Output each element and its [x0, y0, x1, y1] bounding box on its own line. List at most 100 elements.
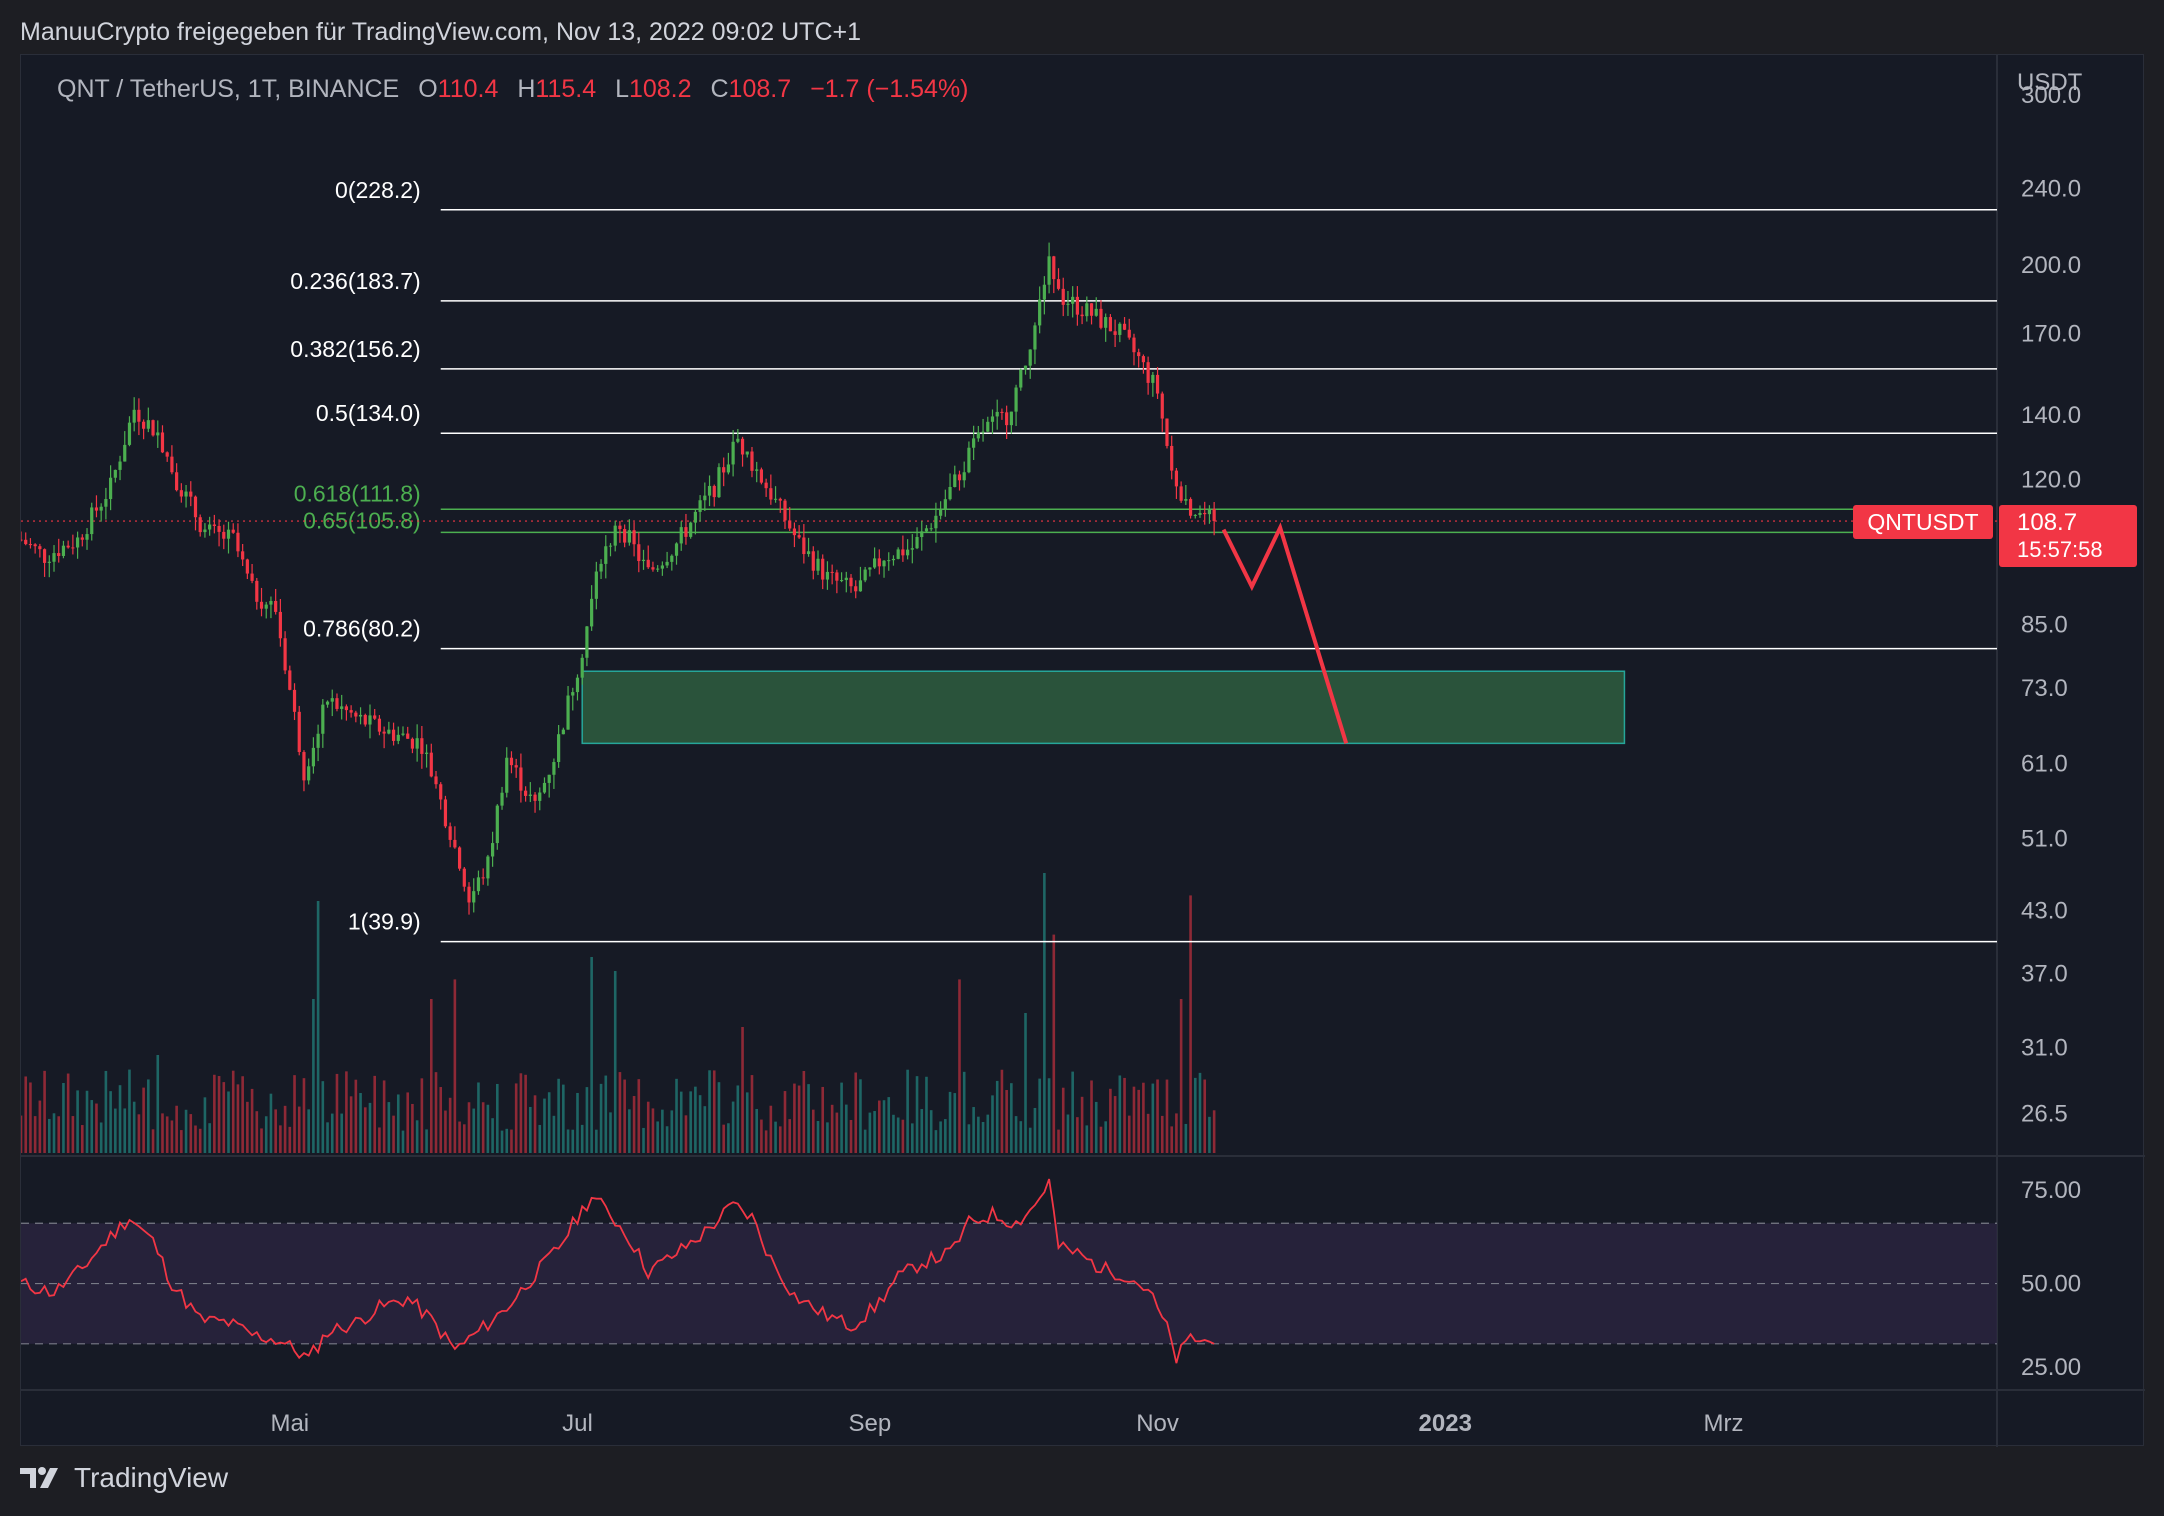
candle-body[interactable]	[1104, 317, 1108, 328]
candle-body[interactable]	[547, 774, 551, 783]
candle-body[interactable]	[1023, 365, 1028, 370]
candle-body[interactable]	[373, 715, 377, 719]
candle-body[interactable]	[519, 767, 523, 791]
candle-body[interactable]	[557, 734, 561, 763]
candle-body[interactable]	[146, 420, 150, 429]
candle-body[interactable]	[674, 543, 679, 556]
candle-body[interactable]	[524, 790, 528, 796]
candle-body[interactable]	[472, 891, 476, 903]
candle-body[interactable]	[57, 553, 61, 556]
candle-body[interactable]	[849, 577, 853, 587]
candle-body[interactable]	[943, 499, 947, 510]
candle-body[interactable]	[689, 522, 693, 537]
candle-body[interactable]	[212, 524, 216, 526]
candle-body[interactable]	[877, 558, 881, 567]
candle-body[interactable]	[448, 826, 452, 840]
candle-body[interactable]	[561, 729, 565, 735]
candle-body[interactable]	[778, 498, 782, 501]
candle-body[interactable]	[363, 714, 367, 725]
candle-body[interactable]	[759, 469, 764, 483]
candle-body[interactable]	[646, 559, 650, 568]
candle-body[interactable]	[1000, 411, 1004, 413]
candle-body[interactable]	[693, 511, 697, 523]
candle-body[interactable]	[198, 517, 202, 533]
candle-body[interactable]	[981, 431, 985, 433]
candle-body[interactable]	[1193, 514, 1197, 516]
candle-body[interactable]	[377, 718, 382, 732]
candle-body[interactable]	[679, 527, 683, 544]
candle-body[interactable]	[1014, 387, 1018, 412]
candle-body[interactable]	[236, 532, 240, 552]
candle-body[interactable]	[571, 692, 575, 696]
candle-body[interactable]	[1033, 325, 1037, 350]
candle-body[interactable]	[99, 506, 103, 511]
candle-body[interactable]	[1085, 303, 1089, 317]
projection-path[interactable]	[1221, 522, 1349, 744]
candle-body[interactable]	[1132, 337, 1136, 353]
candle-body[interactable]	[462, 868, 466, 887]
candle-body[interactable]	[193, 496, 198, 518]
candle-body[interactable]	[160, 432, 165, 453]
candle-body[interactable]	[797, 535, 801, 538]
candle-body[interactable]	[953, 474, 957, 487]
candle-body[interactable]	[1099, 308, 1103, 328]
candle-body[interactable]	[858, 580, 863, 592]
candle-body[interactable]	[773, 498, 778, 500]
candle-body[interactable]	[585, 626, 589, 658]
candle-body[interactable]	[175, 472, 179, 491]
candle-body[interactable]	[731, 441, 735, 465]
candle-body[interactable]	[1207, 508, 1212, 515]
candle-body[interactable]	[703, 495, 707, 501]
candle-body[interactable]	[891, 558, 896, 561]
candle-body[interactable]	[1080, 314, 1084, 317]
candle-body[interactable]	[665, 561, 669, 566]
candle-body[interactable]	[453, 839, 457, 848]
candle-body[interactable]	[939, 509, 943, 516]
candle-body[interactable]	[1184, 499, 1188, 501]
candle-body[interactable]	[599, 563, 603, 572]
candle-body[interactable]	[750, 451, 754, 471]
candle-body[interactable]	[962, 472, 966, 481]
candle-body[interactable]	[222, 531, 226, 539]
candle-body[interactable]	[179, 490, 183, 497]
candle-body[interactable]	[307, 766, 311, 781]
candle-body[interactable]	[358, 714, 363, 717]
candle-body[interactable]	[1019, 369, 1023, 388]
candle-body[interactable]	[948, 486, 952, 500]
candle-body[interactable]	[604, 546, 608, 564]
candle-body[interactable]	[712, 485, 716, 498]
candle-body[interactable]	[132, 409, 136, 423]
candle-body[interactable]	[66, 545, 70, 548]
candle-body[interactable]	[580, 657, 584, 678]
ticker-tag[interactable]	[1853, 505, 1993, 540]
candle-body[interactable]	[42, 549, 47, 563]
candle-body[interactable]	[1203, 512, 1207, 515]
candle-body[interactable]	[566, 695, 570, 730]
candle-body[interactable]	[1028, 349, 1032, 366]
candle-body[interactable]	[1141, 356, 1146, 363]
candle-body[interactable]	[1160, 393, 1164, 419]
candle-body[interactable]	[854, 586, 858, 592]
candle-body[interactable]	[410, 738, 415, 749]
candle-body[interactable]	[349, 710, 353, 713]
candle-body[interactable]	[769, 488, 773, 500]
candle-body[interactable]	[401, 733, 405, 735]
candle-body[interactable]	[816, 558, 820, 571]
candle-body[interactable]	[1047, 256, 1051, 285]
candle-body[interactable]	[278, 611, 282, 639]
candle-body[interactable]	[608, 545, 613, 547]
candle-body[interactable]	[651, 567, 655, 570]
candle-body[interactable]	[1174, 470, 1179, 487]
candle-body[interactable]	[302, 752, 306, 781]
candle-body[interactable]	[1170, 445, 1174, 471]
candle-body[interactable]	[835, 572, 839, 581]
candle-body[interactable]	[1005, 412, 1009, 426]
candle-body[interactable]	[226, 529, 231, 539]
candle-body[interactable]	[321, 704, 325, 734]
candle-body[interactable]	[189, 491, 193, 497]
candle-body[interactable]	[241, 551, 245, 560]
candle-body[interactable]	[109, 477, 113, 500]
candle-body[interactable]	[924, 528, 929, 532]
candle-body[interactable]	[1071, 296, 1075, 304]
candle-body[interactable]	[575, 677, 580, 693]
